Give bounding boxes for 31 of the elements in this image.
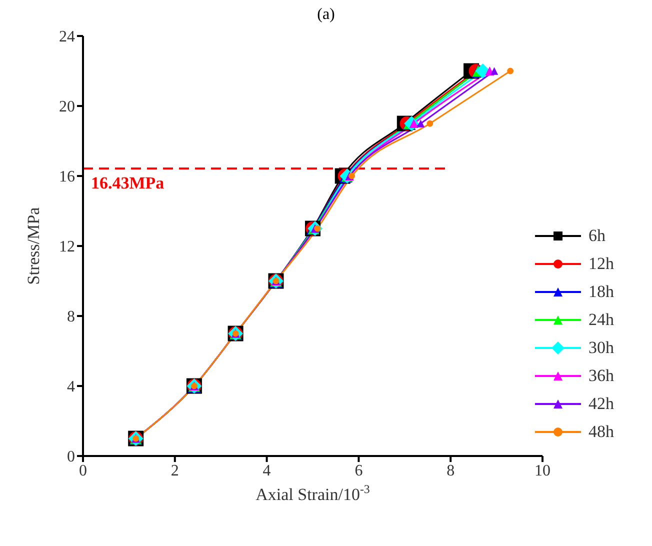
x-tick-label: 4 — [262, 462, 271, 480]
y-tick-label: 20 — [59, 98, 75, 116]
legend-label: 24h — [588, 310, 614, 330]
x-tick-label: 0 — [79, 462, 87, 480]
point — [348, 172, 356, 180]
legend-label: 42h — [588, 394, 614, 414]
y-tick-label: 0 — [67, 448, 75, 466]
y-tick-label: 8 — [67, 308, 75, 326]
x-tick-label: 10 — [534, 462, 550, 480]
chart-title: (a) — [316, 6, 336, 25]
legend-label: 30h — [588, 338, 614, 358]
y-axis-title: Stress/MPa — [24, 206, 44, 285]
point — [426, 120, 434, 127]
y-tick-label: 4 — [67, 378, 75, 396]
y-tick-label: 16 — [59, 168, 75, 186]
ref-line-label: 16.43MPa — [91, 174, 165, 193]
legend-label: 12h — [588, 254, 614, 274]
legend-label: 18h — [588, 282, 614, 302]
point — [416, 120, 425, 128]
point — [490, 67, 498, 75]
x-tick-label: 8 — [446, 462, 455, 480]
point — [507, 68, 514, 74]
legend-label: 36h — [588, 366, 614, 386]
x-tick-label: 6 — [354, 462, 363, 480]
point — [475, 64, 490, 78]
legend-label: 48h — [588, 422, 614, 442]
y-tick-label: 24 — [59, 28, 75, 46]
x-tick-label: 2 — [170, 462, 179, 480]
y-tick-label: 12 — [59, 238, 75, 256]
x-axis-title: Axial Strain/10$^{-3}$ — [256, 482, 370, 504]
legend-label: 6h — [588, 226, 606, 246]
